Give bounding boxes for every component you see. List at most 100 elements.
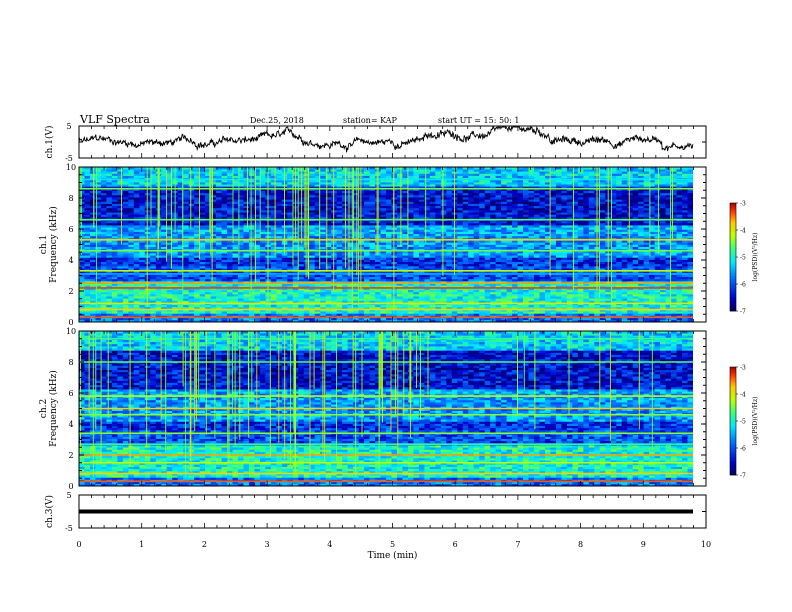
ch1-spec-cell (632, 246, 639, 250)
ch1-spec-cell (237, 311, 244, 314)
ch1-spec-cell (468, 231, 475, 235)
ch1-spec-cell (177, 287, 184, 291)
ch1-spec-cell (627, 231, 633, 235)
ch1-spec-cell (649, 235, 655, 239)
ch1-spec-cell (440, 259, 447, 263)
ch1-spec-cell (281, 300, 288, 303)
ch1-spec-cell (413, 253, 420, 256)
ch1-spec-cell (347, 300, 354, 303)
ch1-spec-cell (501, 263, 507, 267)
ch1-spec-cell (106, 300, 113, 303)
ch1-spec-cell (117, 276, 124, 280)
ch1-spec-cell (237, 281, 244, 284)
ch1-spec-cell (402, 285, 409, 288)
ch1-spec-cell (117, 281, 124, 284)
ch1-spec-cell (161, 266, 168, 269)
ch1-spec-cell (457, 278, 464, 282)
ch1-spec-cell (435, 283, 442, 286)
ch1-spec-cell (364, 289, 370, 293)
ch1-spec-cell (95, 242, 102, 245)
ch1-spec-cell (396, 246, 403, 250)
ch1-spec-cell (561, 291, 568, 295)
ch1-spec-cell (95, 231, 102, 235)
ch1-spec-cell (566, 319, 573, 323)
ch1-spec-cell (183, 294, 189, 297)
ch1-spec-cell (139, 266, 146, 269)
ch1-spec-cell (336, 233, 343, 237)
ch1-spec-cell (413, 274, 420, 278)
ch1-spec-cell (122, 289, 129, 293)
ch1-spec-cell (161, 319, 168, 323)
ch1-spec-cell (276, 317, 283, 321)
ch1-spec-cell (254, 263, 261, 267)
ch1-spec-cell (402, 306, 409, 310)
ch1-spec-cell (517, 235, 524, 239)
ch1-spec-cell (665, 231, 672, 235)
ch1-spec-cell (292, 294, 299, 297)
ch1-spec-cell (232, 250, 239, 254)
ch1-spec-cell (429, 291, 436, 295)
ch1-spec-cell (270, 266, 277, 269)
ch1-spec-cell (128, 283, 135, 286)
ch1-spec-cell (347, 263, 354, 267)
ch1-spec-cell (396, 261, 403, 265)
ch1-spec-cell (243, 311, 250, 314)
ch1-spec-cell (111, 289, 118, 293)
ch1-spec-cell (111, 287, 118, 291)
ch1-spec-cell (495, 311, 502, 314)
ch1-spec-cell (555, 233, 562, 237)
ch1-spec-cell (654, 304, 661, 308)
ch1-spec-cell (682, 266, 688, 269)
ch1-spec-cell (221, 287, 228, 291)
ch1-spec-cell (660, 285, 666, 288)
ch1-spec-cell (128, 304, 135, 308)
ch1-spec-cell (254, 266, 261, 269)
ch1-spec-cell (413, 296, 420, 299)
ch1-spec-cell (259, 240, 266, 243)
ch1-spec-cell (248, 291, 255, 295)
ch1-spec-cell (150, 233, 157, 237)
ch1-spec-cell (682, 278, 688, 282)
ch1-spec-cell (221, 281, 228, 284)
ch1-spec-cell (435, 304, 442, 308)
ch1-spec-cell (429, 268, 436, 271)
ch1-spec-cell (79, 298, 85, 301)
ch1-spec-cell (429, 244, 436, 247)
ch1-spec-cell (566, 311, 573, 314)
ch1-spec-cell (539, 259, 546, 263)
ch1-spec-cell (166, 287, 173, 291)
ch1-spec-cell (495, 300, 502, 303)
ch1-spec-cell (309, 319, 316, 323)
ch1-spec-cell (665, 287, 672, 291)
ch1-spec-cell (550, 244, 557, 247)
ch1-spec-cell (161, 296, 168, 299)
ch1-spec-cell (506, 306, 513, 310)
ch1-spec-cell (276, 231, 283, 235)
ch1-spec-cell (490, 231, 496, 235)
ch1-spec-cell (627, 281, 633, 284)
ch1-spec-cell (660, 296, 666, 299)
ch1-spec-cell (309, 276, 316, 280)
ch1-spec-cell (676, 242, 683, 245)
ch1-spec-cell (660, 253, 666, 256)
ch1-spec-cell (528, 253, 535, 256)
ch1-spec-cell (95, 259, 102, 263)
ch1-spec-cell (682, 231, 688, 235)
ch1-spec-cell (386, 227, 392, 230)
ch1-spec-cell (227, 294, 233, 297)
ch1-spec-cell (194, 298, 200, 301)
ch1-spec-cell (588, 285, 595, 288)
ch1-spec-cell (155, 255, 162, 258)
ch1-spec-cell (665, 283, 672, 286)
ch1-spec-cell (512, 278, 518, 282)
ch1-spec-cell (325, 313, 332, 316)
ch1-spec-cell (440, 261, 447, 265)
ch1-spec-cell (172, 257, 178, 260)
ch1-spec-cell (550, 296, 557, 299)
ch1-spec-cell (534, 259, 540, 263)
ch1-spec-cell (95, 317, 102, 321)
ch1-spec-cell (237, 268, 244, 271)
ch1-spec-cell (501, 304, 507, 308)
ch1-spec-cell (358, 257, 365, 260)
ch1-spec-cell (84, 278, 91, 282)
